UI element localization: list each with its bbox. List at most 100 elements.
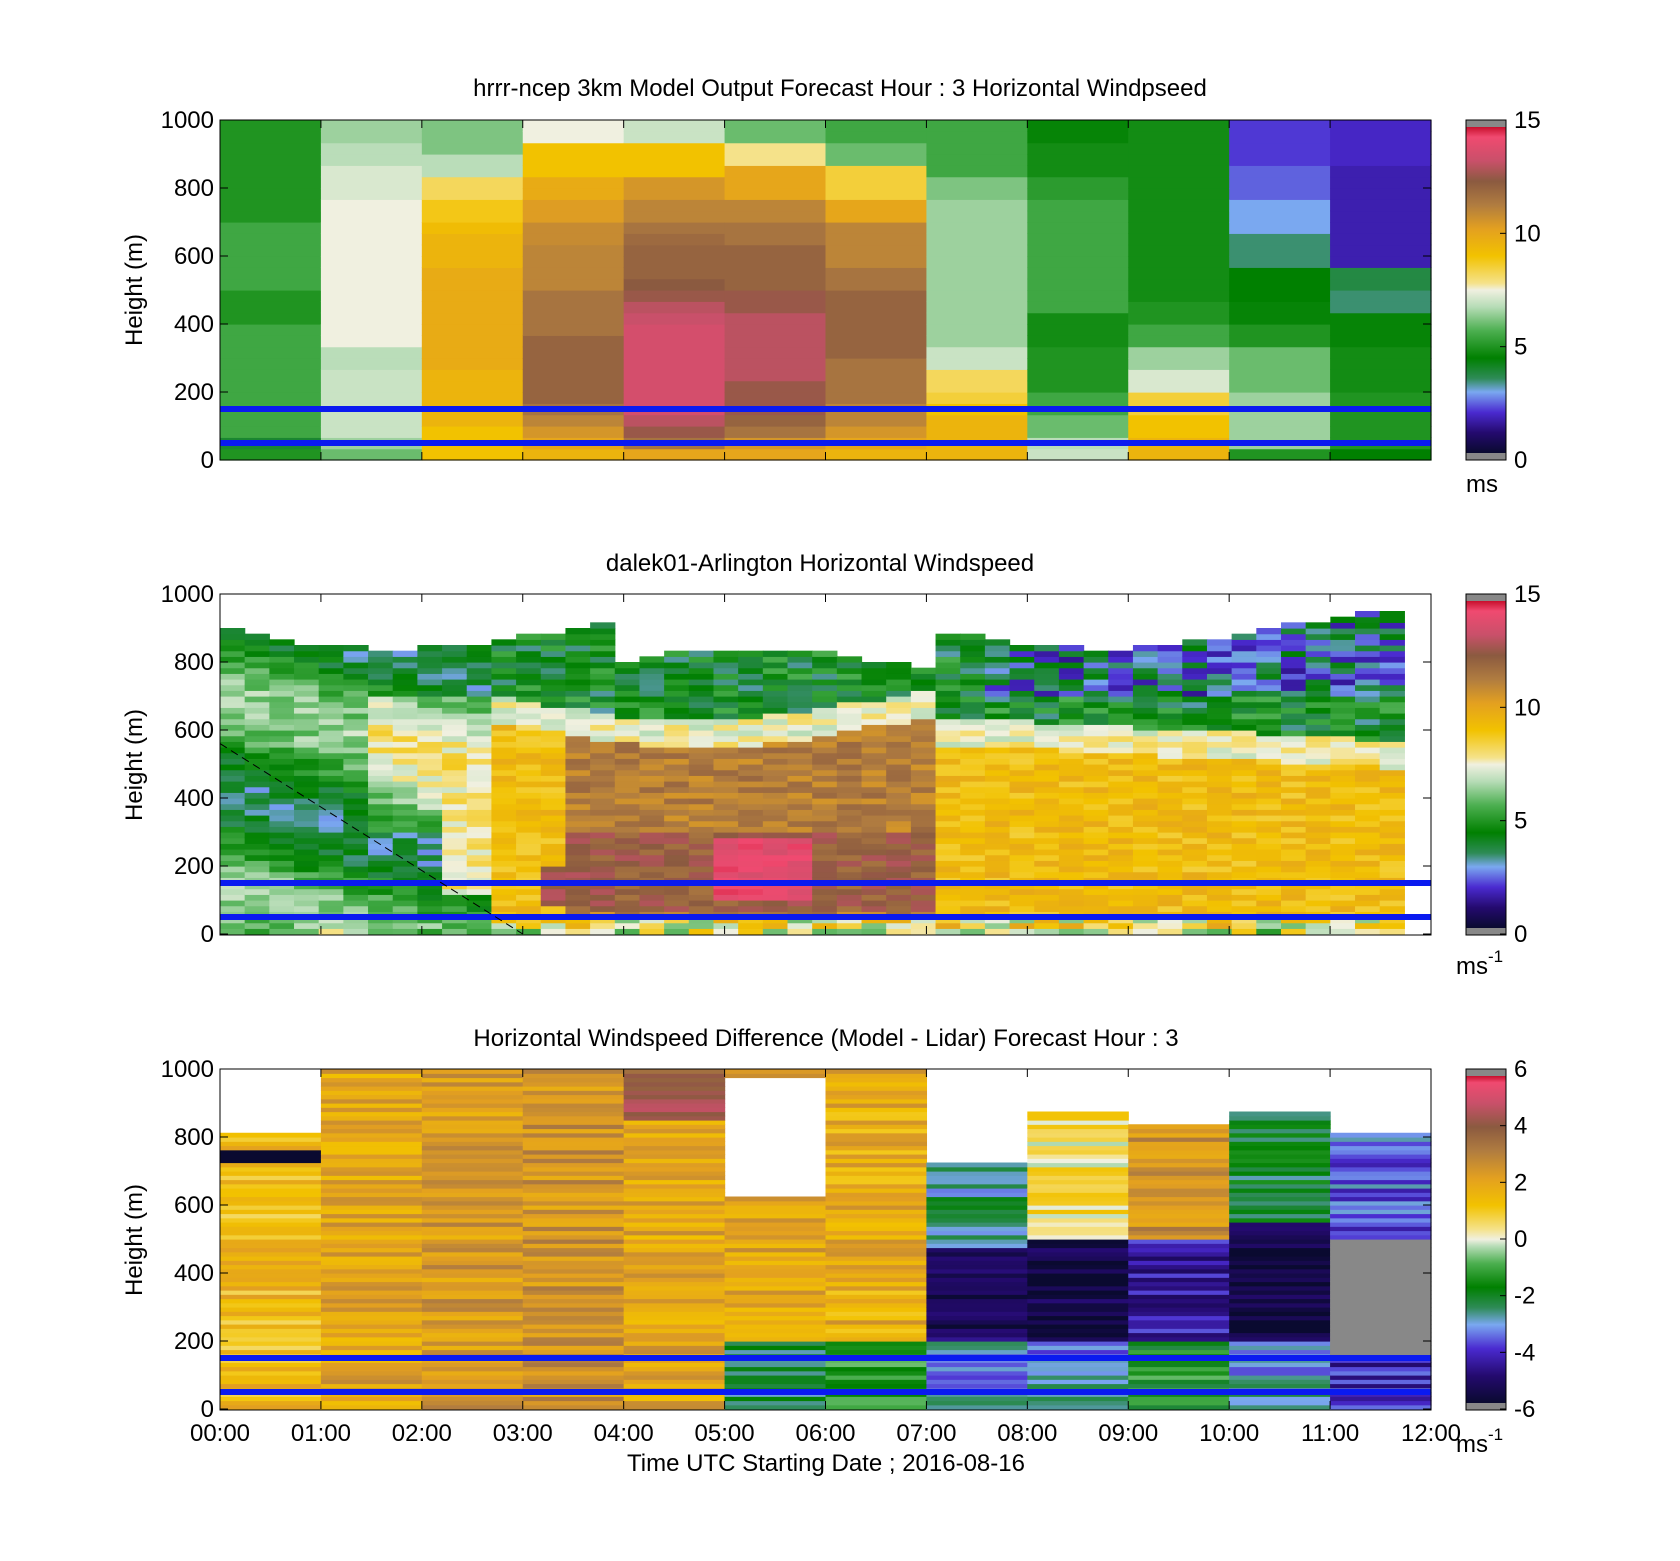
model-cell: [926, 312, 1028, 325]
difference-cell: [522, 1094, 625, 1100]
lidar-cell: [861, 894, 887, 901]
lidar-cell: [713, 798, 739, 805]
lidar-cell: [392, 667, 418, 674]
lidar-cell: [1182, 809, 1208, 816]
panel-lidar-colorbar: [1465, 593, 1507, 936]
difference-cell: [220, 1328, 322, 1334]
lidar-cell: [1330, 843, 1356, 850]
lidar-cell: [886, 922, 912, 929]
lidar-cell: [368, 900, 394, 907]
lidar-cell: [1330, 684, 1356, 691]
lidar-cell: [1305, 679, 1331, 686]
lidar-cell: [1231, 747, 1257, 754]
lidar-cell: [1231, 871, 1257, 878]
difference-cell: [1330, 1154, 1432, 1159]
lidar-cell: [861, 854, 887, 861]
lidar-cell: [1379, 815, 1405, 822]
lidar-cell: [1132, 775, 1159, 782]
lidar-cell: [392, 854, 418, 861]
difference-cell: [1128, 1162, 1230, 1168]
lidar-cell: [787, 854, 813, 861]
lidar-cell: [738, 684, 764, 691]
lidar-cell: [540, 792, 567, 799]
lidar-cell: [244, 894, 270, 901]
lidar-cell: [738, 917, 764, 924]
lidar-cell: [1231, 735, 1257, 742]
difference-cell: [623, 1222, 726, 1227]
lidar-cell: [861, 662, 887, 669]
model-cell: [1128, 120, 1230, 132]
lidar-cell: [861, 837, 887, 844]
lidar-cell: [590, 696, 616, 703]
lidar-cell: [244, 832, 270, 839]
lidar-cell: [1132, 922, 1159, 929]
lidar-cell: [1280, 917, 1307, 924]
lidar-cell: [935, 752, 961, 759]
model-cell: [1128, 324, 1230, 336]
lidar-cell: [220, 775, 246, 782]
lidar-cell: [738, 798, 764, 805]
colorbar-tick-label: 6: [1514, 1056, 1527, 1083]
panel-lidar-ylabel: Height (m): [121, 709, 148, 821]
lidar-cell: [516, 871, 542, 878]
lidar-cell: [910, 752, 937, 759]
difference-cell: [1027, 1341, 1129, 1346]
lidar-cell: [935, 832, 961, 839]
lidar-cell: [812, 820, 838, 827]
lidar-cell: [220, 786, 246, 793]
lidar-cell: [1182, 775, 1208, 782]
difference-cell: [623, 1149, 726, 1155]
lidar-cell: [220, 758, 246, 765]
lidar-cell: [836, 701, 863, 708]
lidar-cell: [713, 764, 739, 771]
model-cell: [220, 346, 322, 359]
difference-cell: [825, 1285, 928, 1291]
lidar-cell: [343, 849, 369, 856]
difference-cell: [320, 1281, 423, 1287]
difference-cell: [926, 1290, 1028, 1295]
difference-cell: [1027, 1273, 1129, 1278]
lidar-cell: [294, 781, 320, 788]
lidar-cell: [886, 758, 912, 765]
lidar-cell: [1182, 679, 1208, 686]
difference-cell: [1027, 1311, 1129, 1317]
lidar-cell: [1330, 905, 1356, 912]
lidar-cell: [762, 764, 789, 771]
difference-cell: [1229, 1260, 1331, 1266]
difference-cell: [1128, 1149, 1230, 1155]
difference-cell: [623, 1268, 726, 1274]
model-cell: [926, 142, 1028, 155]
difference-cell: [522, 1268, 625, 1274]
lidar-cell: [1206, 781, 1233, 788]
difference-cell: [522, 1162, 625, 1168]
lidar-cell: [1034, 730, 1060, 737]
difference-cell: [220, 1370, 322, 1376]
lidar-cell: [1058, 871, 1085, 878]
model-cell: [1027, 448, 1129, 461]
lidar-cell: [269, 741, 295, 748]
lidar-cell: [318, 798, 344, 805]
lidar-cell: [466, 815, 493, 822]
lidar-cell: [1355, 747, 1381, 754]
difference-cell: [1027, 1345, 1129, 1351]
lidar-cell: [1280, 905, 1307, 912]
lidar-cell: [1305, 928, 1331, 935]
lidar-cell: [1157, 667, 1183, 674]
difference-cell: [926, 1328, 1028, 1334]
difference-cell: [522, 1264, 625, 1270]
model-cell: [926, 426, 1028, 438]
lidar-cell: [1009, 645, 1035, 652]
lidar-cell: [614, 747, 641, 754]
lidar-cell: [688, 775, 715, 782]
difference-cell: [1229, 1128, 1331, 1134]
lidar-cell: [565, 639, 591, 646]
lidar-cell: [540, 730, 567, 737]
difference-cell: [320, 1268, 423, 1274]
lidar-cell: [269, 888, 295, 895]
lidar-cell: [664, 928, 690, 935]
lidar-cell: [540, 684, 567, 691]
lidar-cell: [812, 900, 838, 907]
lidar-cell: [1330, 690, 1356, 697]
lidar-cell: [540, 667, 567, 674]
lidar-cell: [368, 894, 394, 901]
